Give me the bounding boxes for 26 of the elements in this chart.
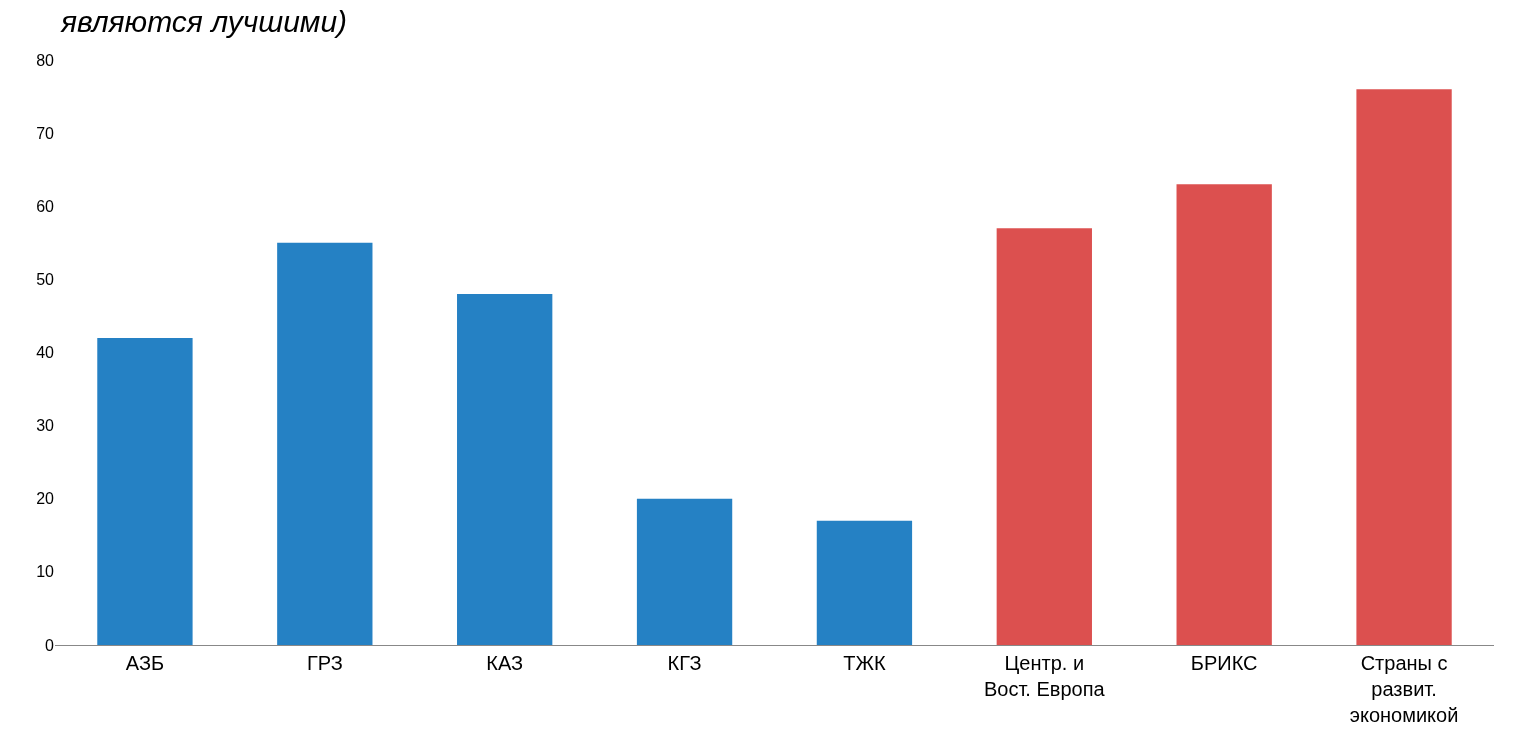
x-tick-label: КАЗ bbox=[486, 652, 524, 674]
bar bbox=[816, 520, 913, 645]
chart-title: являются лучшими) bbox=[59, 5, 348, 39]
x-tick-label: ГРЗ bbox=[306, 652, 343, 674]
y-tick-label: 30 bbox=[36, 417, 55, 435]
y-tick-label: 0 bbox=[45, 636, 55, 654]
x-tick-label: ТЖК bbox=[843, 652, 887, 674]
y-tick-label: 80 bbox=[36, 51, 55, 69]
bar bbox=[1356, 89, 1452, 645]
bar bbox=[97, 337, 193, 645]
x-tick-label: Страны с развит. экономикой bbox=[1349, 652, 1459, 726]
x-tick-label: КГЗ bbox=[667, 652, 702, 674]
bar bbox=[457, 294, 553, 645]
y-tick-label: 40 bbox=[36, 344, 55, 362]
x-tick-label: АЗБ bbox=[125, 652, 165, 674]
x-tick-label: БРИКС bbox=[1190, 652, 1258, 674]
y-tick-label: 60 bbox=[36, 197, 55, 215]
y-tick-label: 70 bbox=[36, 124, 55, 142]
y-tick-label: 10 bbox=[36, 563, 55, 581]
bar bbox=[277, 242, 373, 645]
y-tick-label: 20 bbox=[36, 490, 55, 508]
y-tick-label: 50 bbox=[36, 270, 55, 288]
x-tick-label: Центр. и Вост. Европа bbox=[983, 652, 1106, 700]
bar bbox=[996, 228, 1092, 645]
bar bbox=[1176, 184, 1272, 645]
bar bbox=[636, 498, 733, 645]
